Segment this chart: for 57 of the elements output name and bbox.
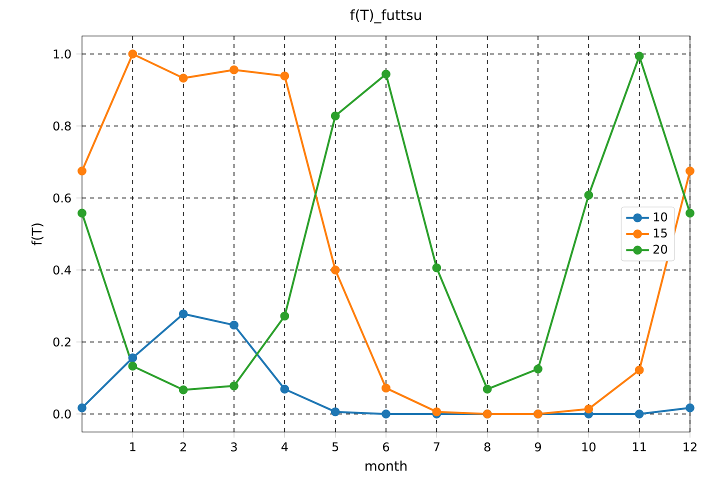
- point: [330, 111, 340, 120]
- point: [330, 407, 340, 416]
- x-tick-label: 11: [633, 442, 646, 452]
- point: [128, 50, 138, 58]
- point: [432, 407, 442, 416]
- y-tick-label: 1.0: [54, 49, 71, 59]
- y-axis-title: f(T): [31, 224, 44, 246]
- x-tick-label: 5: [332, 442, 338, 452]
- point: [634, 410, 644, 418]
- point: [178, 309, 188, 318]
- point: [78, 208, 86, 218]
- point: [230, 381, 238, 390]
- chart-title: f(T)_futtsu: [350, 9, 421, 24]
- point: [178, 74, 188, 83]
- legend-label: 20: [653, 244, 668, 254]
- point: [78, 403, 86, 412]
- y-tick-label: 0.0: [53, 409, 71, 419]
- y-tick-label: 0.8: [53, 121, 71, 131]
- y-tick-label: 0.6: [53, 193, 71, 203]
- y-tick-label: 0.2: [53, 337, 70, 347]
- x-tick-label: 1: [130, 442, 136, 452]
- point: [230, 65, 238, 74]
- point: [686, 208, 694, 218]
- x-tick-label: 9: [534, 442, 541, 452]
- point: [686, 403, 694, 412]
- legend-label: 15: [654, 228, 667, 238]
- x-tick-label: 10: [582, 442, 596, 452]
- point: [280, 312, 290, 321]
- point: [178, 385, 188, 394]
- point: [534, 364, 542, 374]
- x-tick-label: 8: [484, 442, 490, 452]
- point: [382, 70, 390, 79]
- point: [330, 266, 340, 274]
- point: [382, 410, 390, 418]
- legend-label: 10: [654, 212, 668, 222]
- point: [128, 362, 138, 371]
- point: [634, 366, 644, 375]
- point: [584, 404, 594, 414]
- x-tick-label: 6: [383, 442, 390, 452]
- point: [230, 320, 238, 330]
- x-tick-label: 7: [434, 442, 440, 452]
- x-tick-label: 2: [180, 442, 186, 452]
- point: [482, 384, 492, 394]
- point: [128, 353, 138, 362]
- point: [584, 190, 594, 200]
- x-tick-label: 12: [684, 442, 696, 452]
- x-tick-label: 4: [281, 442, 288, 452]
- x-axis-title: month: [366, 460, 407, 471]
- x-tick-label: 3: [231, 442, 237, 452]
- point: [686, 166, 694, 176]
- point: [280, 384, 290, 394]
- point: [280, 71, 290, 80]
- point: [382, 384, 390, 393]
- point: [78, 166, 86, 176]
- point: [634, 52, 644, 61]
- y-tick-label: 0.4: [53, 265, 71, 275]
- point: [432, 263, 442, 272]
